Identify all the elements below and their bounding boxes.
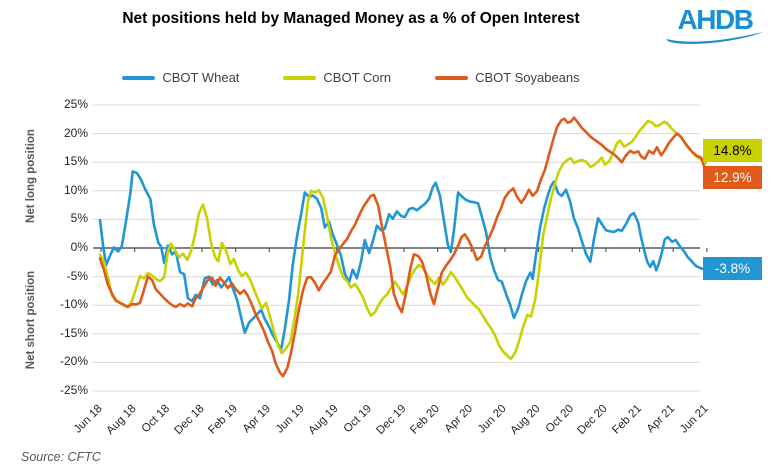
soyabeans-line-swatch-icon [435,75,469,80]
legend-label-corn: CBOT Corn [323,70,392,85]
y-axis-label: -10% [59,297,88,312]
chart-legend: CBOT Wheat CBOT Corn CBOT Soyabeans [0,70,702,85]
source-caption: Source: CFTC [21,450,101,464]
wheat-end-value-label: -3.8% [703,257,762,280]
y-axis-label: 10% [63,182,88,197]
legend-item-wheat: CBOT Wheat [122,70,239,85]
ahdb-logo: AHDB [664,6,766,45]
legend-label-wheat: CBOT Wheat [162,70,240,85]
y-axis-label: 25% [63,97,88,111]
legend-label-soyabeans: CBOT Soyabeans [475,70,580,85]
corn-end-value-label: 14.8% [703,139,762,162]
y-axis-label: -15% [59,325,88,340]
wheat-line [98,170,708,351]
wheat-line-swatch-icon [122,75,156,80]
corn-line [98,119,708,361]
ahdb-logo-text: AHDB [677,4,754,35]
ahdb-logo-wave-icon [666,32,763,44]
chart-title: Net positions held by Managed Money as a… [122,10,580,27]
soyabeans-line [98,116,708,378]
legend-item-corn: CBOT Corn [283,70,391,85]
y-axis-label: 0% [70,240,88,254]
y-axis-label: 15% [63,154,88,169]
y-axis-label: 5% [70,211,88,226]
y-axis-label: -20% [59,354,88,369]
y-axis-label: 20% [63,125,88,140]
y-axis-label: -5% [66,268,88,283]
soyabeans-end-value-label: 12.9% [703,166,762,189]
y-axis-label: -25% [59,383,88,397]
corn-line-swatch-icon [283,75,317,80]
legend-item-soyabeans: CBOT Soyabeans [435,70,580,85]
